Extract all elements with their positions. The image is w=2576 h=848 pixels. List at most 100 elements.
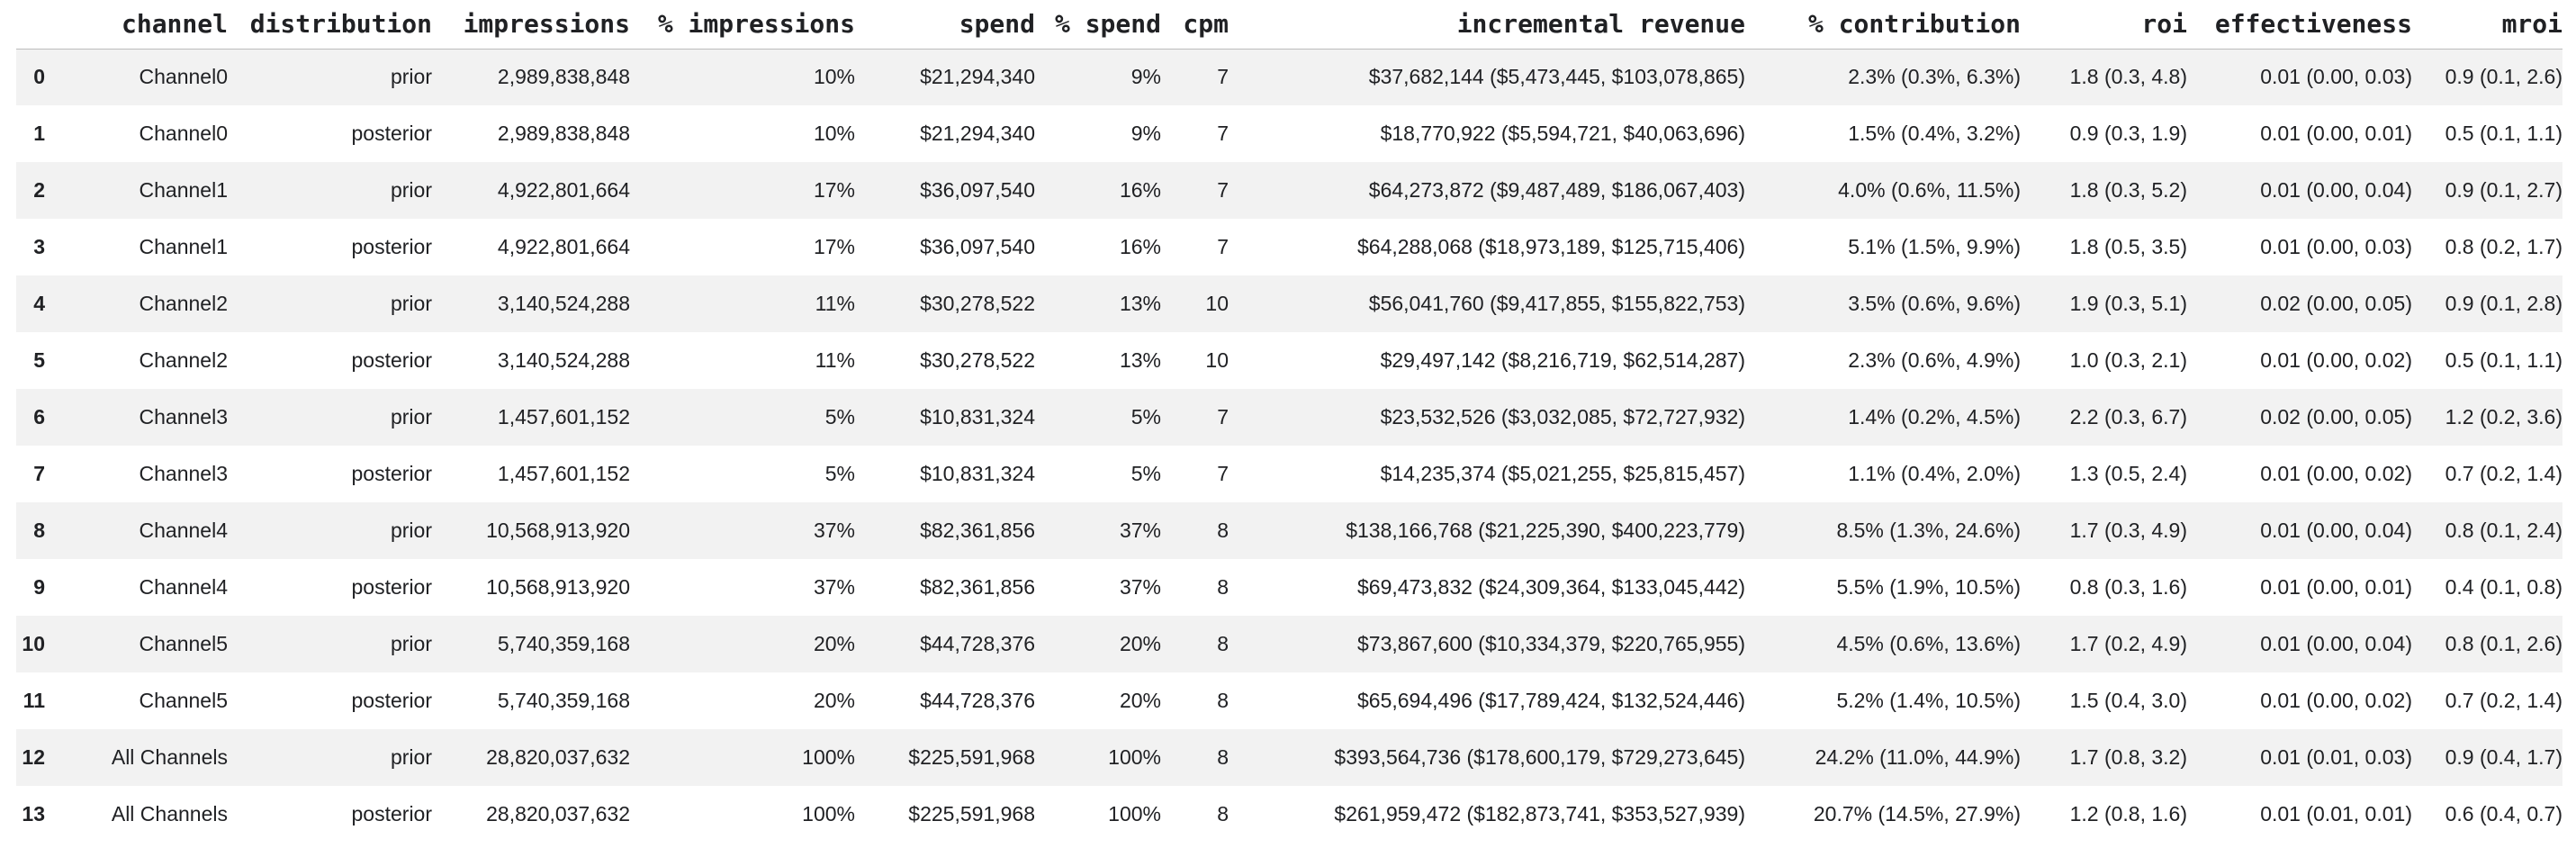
cell-cpm: 7 xyxy=(1217,405,1229,429)
cell-mroi: 0.4 (0.1, 0.8) xyxy=(2445,575,2562,599)
cell-distribution: posterior xyxy=(351,689,432,712)
cell-channel: Channel4 xyxy=(139,519,228,542)
cell-spend: $36,097,540 xyxy=(920,178,1035,202)
cell-channel: Channel5 xyxy=(139,632,228,655)
cell-spend: $30,278,522 xyxy=(920,348,1035,372)
cell-impressions: 5,740,359,168 xyxy=(497,632,630,655)
cell-roi: 1.3 (0.5, 2.4) xyxy=(2069,462,2187,485)
cell-incremental-revenue: $138,166,768 ($21,225,390, $400,223,779) xyxy=(1346,519,1745,542)
cell-pct-contribution: 1.4% (0.2%, 4.5%) xyxy=(1848,405,2021,429)
cell-incremental-revenue: $56,041,760 ($9,417,855, $155,822,753) xyxy=(1368,292,1745,315)
cell-roi: 2.2 (0.3, 6.7) xyxy=(2069,405,2187,429)
cell-pct-spend: 9% xyxy=(1130,122,1161,145)
cell-roi: 0.9 (0.3, 1.9) xyxy=(2069,122,2187,145)
cell-cpm: 7 xyxy=(1217,235,1229,258)
cell-channel: Channel2 xyxy=(139,348,228,372)
cell-roi: 1.7 (0.3, 4.9) xyxy=(2069,519,2187,542)
table-row: 5 Channel2 posterior 3,140,524,288 11% $30,27… xyxy=(16,332,2562,389)
cell-roi: 1.7 (0.2, 4.9) xyxy=(2069,632,2187,655)
cell-effectiveness: 0.02 (0.00, 0.05) xyxy=(2260,405,2412,429)
cell-impressions: 5,740,359,168 xyxy=(497,689,630,712)
column-header-impressions: impressions xyxy=(432,0,630,50)
cell-pct-contribution: 5.1% (1.5%, 9.9%) xyxy=(1848,235,2021,258)
cell-cpm: 10 xyxy=(1205,348,1229,372)
cell-pct-contribution: 8.5% (1.3%, 24.6%) xyxy=(1836,519,2021,542)
row-index: 13 xyxy=(22,802,45,825)
cell-distribution: prior xyxy=(390,178,432,202)
cell-impressions: 1,457,601,152 xyxy=(497,462,630,485)
cell-channel: All Channels xyxy=(111,745,228,769)
cell-pct-impressions: 37% xyxy=(813,575,855,599)
cell-spend: $225,591,968 xyxy=(908,802,1035,825)
cell-pct-impressions: 17% xyxy=(813,178,855,202)
cell-roi: 1.0 (0.3, 2.1) xyxy=(2069,348,2187,372)
cell-impressions: 2,989,838,848 xyxy=(497,65,630,89)
column-header-incremental-revenue: incremental revenue xyxy=(1229,0,1745,50)
row-index: 0 xyxy=(33,65,45,89)
row-index: 1 xyxy=(33,122,45,145)
column-header-channel: channel xyxy=(52,0,228,50)
cell-spend: $10,831,324 xyxy=(920,405,1035,429)
cell-effectiveness: 0.01 (0.00, 0.03) xyxy=(2260,235,2412,258)
column-header-pct-contribution: % contribution xyxy=(1745,0,2021,50)
table-row: 6 Channel3 prior 1,457,601,152 5% $10,831,324… xyxy=(16,389,2562,446)
cell-pct-spend: 16% xyxy=(1119,178,1161,202)
cell-roi: 1.2 (0.8, 1.6) xyxy=(2069,802,2187,825)
cell-cpm: 8 xyxy=(1217,519,1229,542)
table-row: 2 Channel1 prior 4,922,801,664 17% $36,097,54… xyxy=(16,162,2562,219)
row-index: 10 xyxy=(22,632,45,655)
column-header-pct-impressions: % impressions xyxy=(630,0,855,50)
cell-mroi: 0.8 (0.2, 1.7) xyxy=(2445,235,2562,258)
cell-incremental-revenue: $69,473,832 ($24,309,364, $133,045,442) xyxy=(1357,575,1745,599)
cell-pct-contribution: 1.1% (0.4%, 2.0%) xyxy=(1848,462,2021,485)
cell-spend: $36,097,540 xyxy=(920,235,1035,258)
column-header-effectiveness: effectiveness xyxy=(2187,0,2412,50)
cell-cpm: 8 xyxy=(1217,575,1229,599)
cell-incremental-revenue: $64,273,872 ($9,487,489, $186,067,403) xyxy=(1368,178,1745,202)
cell-pct-spend: 37% xyxy=(1119,575,1161,599)
cell-channel: Channel1 xyxy=(139,235,228,258)
cell-distribution: posterior xyxy=(351,802,432,825)
column-header-roi: roi xyxy=(2021,0,2187,50)
cell-effectiveness: 0.01 (0.00, 0.02) xyxy=(2260,348,2412,372)
index-column-header xyxy=(16,0,52,50)
cell-distribution: posterior xyxy=(351,462,432,485)
table-row: 4 Channel2 prior 3,140,524,288 11% $30,278,52… xyxy=(16,275,2562,332)
row-index: 2 xyxy=(33,178,45,202)
cell-mroi: 0.8 (0.1, 2.6) xyxy=(2445,632,2562,655)
cell-pct-spend: 100% xyxy=(1108,745,1161,769)
cell-roi: 1.7 (0.8, 3.2) xyxy=(2069,745,2187,769)
cell-distribution: posterior xyxy=(351,122,432,145)
cell-roi: 1.8 (0.3, 4.8) xyxy=(2069,65,2187,89)
table-row: 12 All Channels prior 28,820,037,632 100% $22… xyxy=(16,729,2562,786)
table-row: 10 Channel5 prior 5,740,359,168 20% $44,728,3… xyxy=(16,616,2562,672)
cell-roi: 1.5 (0.4, 3.0) xyxy=(2069,689,2187,712)
header-row: channel distribution impressions% impressi… xyxy=(16,0,2562,50)
cell-cpm: 8 xyxy=(1217,689,1229,712)
cell-roi: 1.8 (0.3, 5.2) xyxy=(2069,178,2187,202)
cell-incremental-revenue: $65,694,496 ($17,789,424, $132,524,446) xyxy=(1357,689,1745,712)
cell-channel: Channel0 xyxy=(139,122,228,145)
cell-spend: $225,591,968 xyxy=(908,745,1035,769)
row-index: 8 xyxy=(33,519,45,542)
cell-roi: 0.8 (0.3, 1.6) xyxy=(2069,575,2187,599)
cell-impressions: 2,989,838,848 xyxy=(497,122,630,145)
table-body: 0 Channel0 prior 2,989,838,848 10% $21,294,34… xyxy=(16,49,2562,843)
cell-incremental-revenue: $64,288,068 ($18,973,189, $125,715,406) xyxy=(1357,235,1745,258)
cell-effectiveness: 0.01 (0.00, 0.04) xyxy=(2260,632,2412,655)
column-header-cpm: cpm xyxy=(1161,0,1229,50)
table-row: 8 Channel4 prior 10,568,913,920 37% $82,361,8… xyxy=(16,502,2562,559)
cell-effectiveness: 0.01 (0.00, 0.02) xyxy=(2260,462,2412,485)
cell-effectiveness: 0.01 (0.00, 0.04) xyxy=(2260,178,2412,202)
cell-impressions: 28,820,037,632 xyxy=(486,745,630,769)
table-row: 3 Channel1 posterior 4,922,801,664 17% $36,09… xyxy=(16,219,2562,275)
cell-incremental-revenue: $23,532,526 ($3,032,085, $72,727,932) xyxy=(1380,405,1745,429)
cell-cpm: 8 xyxy=(1217,745,1229,769)
cell-pct-impressions: 11% xyxy=(815,348,855,372)
table-header: channel distribution impressions% impressi… xyxy=(16,0,2562,50)
cell-cpm: 10 xyxy=(1205,292,1229,315)
cell-distribution: prior xyxy=(390,65,432,89)
cell-mroi: 0.9 (0.4, 1.7) xyxy=(2445,745,2562,769)
cell-distribution: posterior xyxy=(351,575,432,599)
cell-mroi: 1.2 (0.2, 3.6) xyxy=(2445,405,2562,429)
